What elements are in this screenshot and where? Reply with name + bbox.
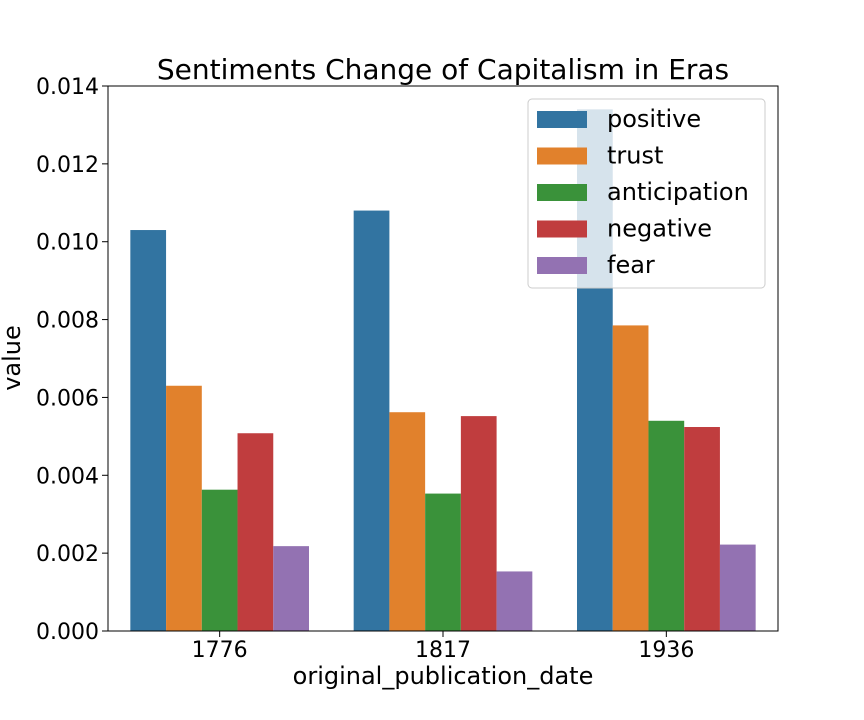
- chart-title: Sentiments Change of Capitalism in Eras: [157, 53, 729, 86]
- legend-label-trust: trust: [607, 142, 663, 170]
- bar-trust-1936: [612, 325, 649, 631]
- y-tick-label: 0.000: [36, 620, 99, 645]
- x-tick-label: 1936: [638, 638, 694, 663]
- x-ticks: 1776 1817 1936: [192, 631, 694, 663]
- bar-negative-1817: [460, 416, 497, 631]
- bar-fear-1936: [719, 544, 756, 631]
- bar-trust-1817: [389, 412, 426, 631]
- y-tick-label: 0.008: [36, 309, 99, 334]
- legend-box: [527, 98, 766, 289]
- legend-swatch-anticipation: [537, 184, 587, 201]
- bar-trust-1776: [166, 385, 202, 631]
- legend-label-fear: fear: [607, 251, 655, 279]
- bar-negative-1936: [684, 427, 720, 631]
- y-tick-label: 0.004: [36, 464, 99, 489]
- x-tick-label: 1776: [192, 638, 248, 663]
- bar-anticipation-1776: [201, 489, 238, 631]
- bar-fear-1817: [496, 571, 533, 631]
- legend-label-anticipation: anticipation: [607, 178, 749, 206]
- legend-label-negative: negative: [607, 215, 712, 243]
- bar-positive-1776: [130, 230, 167, 632]
- y-tick-label: 0.006: [36, 386, 99, 411]
- y-tick-label: 0.002: [36, 542, 99, 567]
- legend-swatch-fear: [537, 257, 587, 274]
- legend: positive trust anticipation negative fear: [527, 98, 766, 289]
- x-axis-label: original_publication_date: [293, 662, 594, 690]
- bar-positive-1817: [353, 210, 390, 631]
- legend-label-positive: positive: [607, 105, 701, 133]
- plot-frame: [107, 85, 779, 632]
- bars-layer: [130, 109, 756, 632]
- legend-swatch-positive: [537, 111, 587, 128]
- bar-negative-1776: [237, 433, 274, 631]
- y-tick-label: 0.010: [36, 231, 99, 256]
- bar-anticipation-1936: [648, 420, 685, 631]
- x-tick-label: 1817: [415, 638, 471, 663]
- y-tick-label: 0.012: [36, 153, 99, 178]
- legend-swatch-trust: [537, 147, 587, 165]
- y-ticks: 0.000 0.002 0.004 0.006 0.008 0.010 0.012 0.014: [36, 75, 108, 645]
- bar-anticipation-1817: [425, 493, 461, 631]
- legend-swatch-negative: [537, 220, 587, 238]
- bar-fear-1776: [273, 546, 309, 631]
- y-axis-label: value: [0, 325, 26, 391]
- y-tick-label: 0.014: [36, 75, 99, 100]
